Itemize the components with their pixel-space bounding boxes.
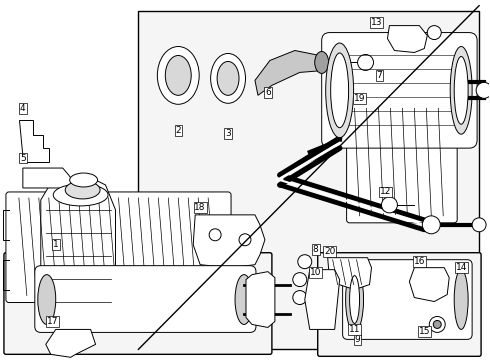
Circle shape — [422, 216, 440, 234]
Polygon shape — [41, 180, 116, 329]
Text: 1: 1 — [53, 240, 59, 249]
FancyBboxPatch shape — [318, 253, 481, 356]
Circle shape — [293, 291, 307, 305]
Ellipse shape — [454, 270, 468, 329]
Polygon shape — [46, 329, 96, 357]
Text: 19: 19 — [354, 94, 366, 103]
Ellipse shape — [53, 184, 108, 206]
Polygon shape — [409, 268, 449, 302]
Ellipse shape — [157, 46, 199, 104]
Text: 2: 2 — [175, 126, 181, 135]
Text: 5: 5 — [20, 154, 26, 163]
Circle shape — [433, 320, 441, 328]
Polygon shape — [255, 50, 325, 95]
Text: 13: 13 — [371, 18, 382, 27]
Text: 7: 7 — [377, 71, 382, 80]
Ellipse shape — [70, 173, 98, 187]
Ellipse shape — [38, 275, 56, 324]
Text: 17: 17 — [47, 317, 58, 326]
Ellipse shape — [235, 275, 253, 324]
Text: 11: 11 — [349, 325, 360, 334]
Ellipse shape — [326, 43, 354, 138]
Polygon shape — [305, 270, 340, 329]
Text: 16: 16 — [414, 257, 425, 266]
Circle shape — [476, 82, 490, 98]
Polygon shape — [193, 215, 265, 268]
Polygon shape — [19, 120, 49, 162]
Circle shape — [293, 273, 307, 287]
Ellipse shape — [217, 62, 239, 95]
Ellipse shape — [450, 46, 472, 134]
Ellipse shape — [331, 53, 348, 128]
Polygon shape — [246, 272, 275, 328]
Text: 15: 15 — [418, 327, 430, 336]
Polygon shape — [328, 258, 371, 289]
Circle shape — [358, 54, 373, 71]
Circle shape — [209, 229, 221, 241]
Text: 4: 4 — [20, 104, 25, 113]
Circle shape — [427, 26, 441, 40]
Polygon shape — [138, 11, 479, 349]
Text: 9: 9 — [355, 335, 361, 344]
FancyBboxPatch shape — [35, 266, 256, 332]
Ellipse shape — [65, 181, 100, 199]
Text: 3: 3 — [225, 129, 231, 138]
Text: 10: 10 — [310, 268, 321, 277]
Circle shape — [239, 234, 251, 246]
Circle shape — [472, 218, 486, 232]
Polygon shape — [388, 26, 427, 53]
Text: 18: 18 — [195, 203, 206, 212]
Text: 14: 14 — [456, 263, 467, 272]
Text: 12: 12 — [380, 188, 391, 197]
Text: 20: 20 — [324, 247, 335, 256]
FancyBboxPatch shape — [6, 192, 231, 302]
Polygon shape — [23, 168, 75, 192]
Ellipse shape — [315, 51, 329, 73]
FancyBboxPatch shape — [4, 253, 272, 354]
Text: 6: 6 — [265, 88, 271, 97]
FancyBboxPatch shape — [346, 102, 457, 223]
Circle shape — [382, 197, 397, 213]
Text: 8: 8 — [313, 245, 318, 254]
Ellipse shape — [211, 54, 245, 103]
Circle shape — [429, 316, 445, 332]
Ellipse shape — [165, 55, 191, 95]
Ellipse shape — [454, 57, 468, 124]
FancyBboxPatch shape — [343, 260, 472, 339]
Ellipse shape — [349, 276, 360, 323]
FancyBboxPatch shape — [322, 32, 477, 148]
Ellipse shape — [345, 267, 364, 332]
Circle shape — [298, 255, 312, 269]
